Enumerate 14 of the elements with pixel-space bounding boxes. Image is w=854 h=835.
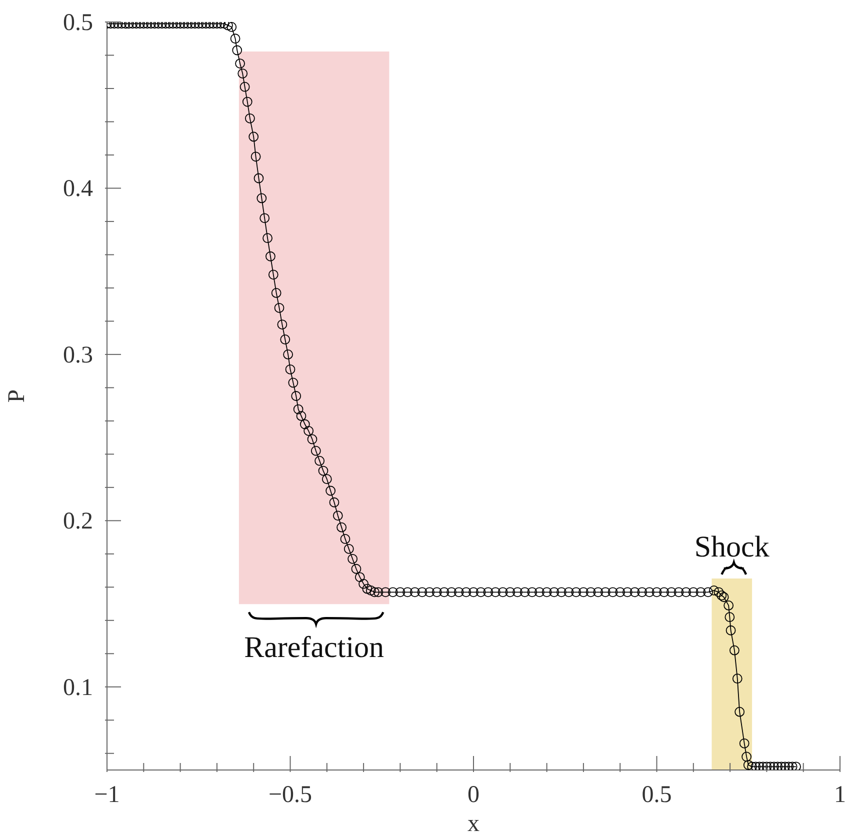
y-tick-label: 0.3 [63, 342, 93, 368]
y-tick-label: 0.2 [63, 508, 93, 535]
y-tick-label: 0.4 [63, 176, 93, 202]
band-label: Shock [694, 530, 770, 564]
x-tick-label: 0 [468, 782, 480, 808]
x-axis-title: x [468, 811, 480, 835]
y-axis-title: P [4, 389, 30, 403]
y-tick-label: 0.1 [63, 674, 93, 701]
x-tick-label: −0.5 [268, 782, 312, 808]
x-tick-label: −1 [94, 782, 120, 808]
band-label: Rarefaction [244, 631, 384, 664]
x-tick-label: 0.5 [642, 782, 672, 808]
x-tick-label: 1 [834, 782, 846, 808]
y-tick-label: 0.5 [63, 10, 93, 36]
